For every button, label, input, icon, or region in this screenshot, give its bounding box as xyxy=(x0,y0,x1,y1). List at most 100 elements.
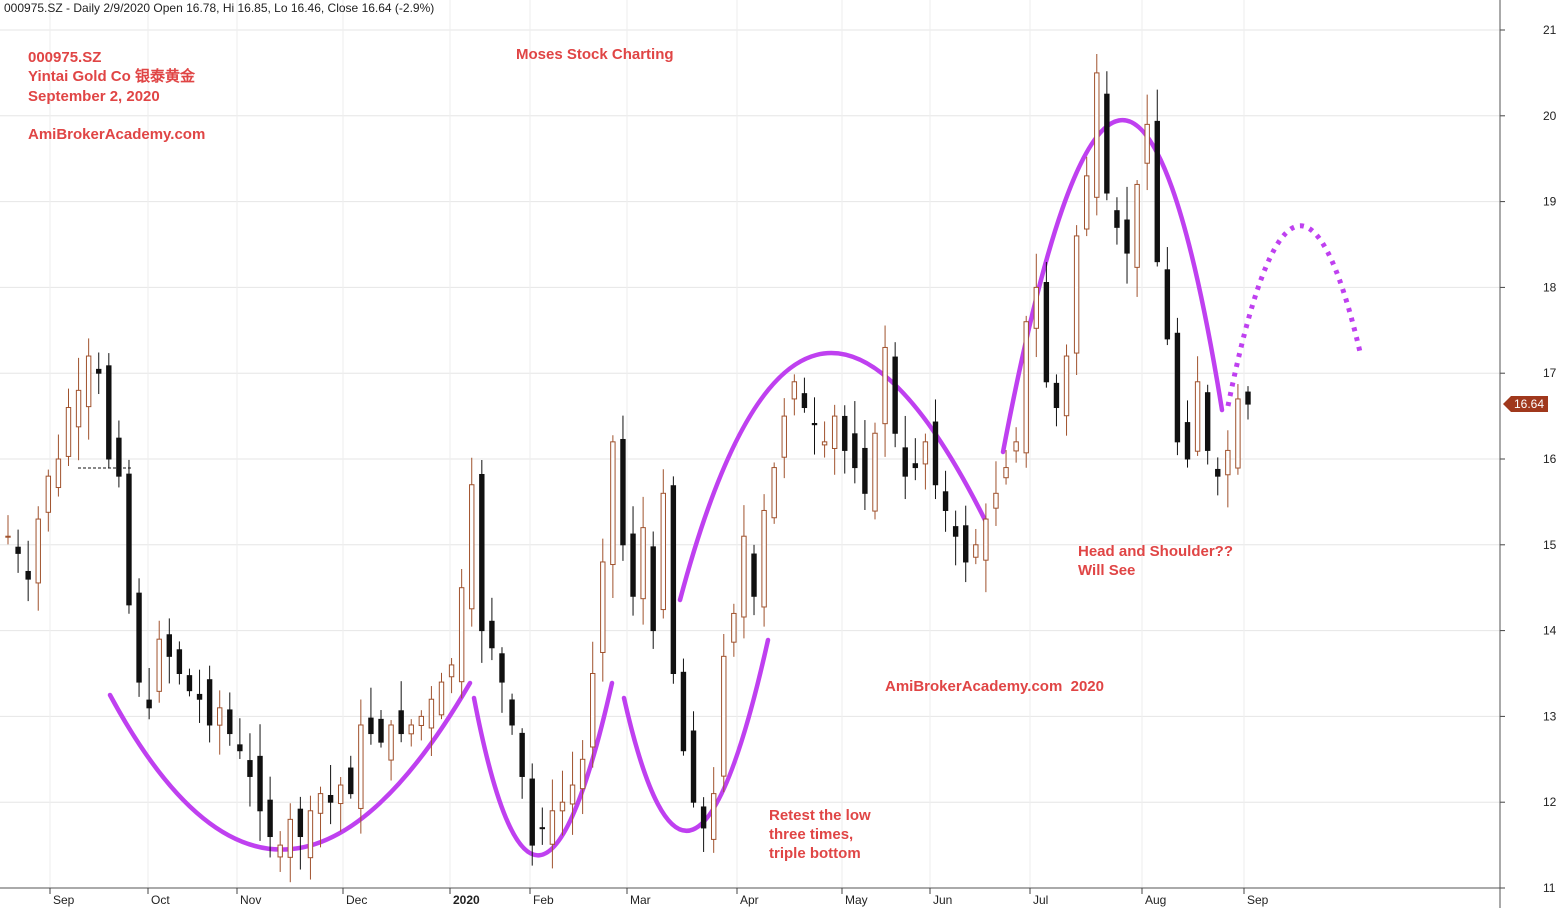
candle xyxy=(257,724,263,841)
candle-body xyxy=(700,806,707,829)
candle-body xyxy=(721,655,727,777)
candle xyxy=(1124,186,1130,284)
candle xyxy=(831,404,838,475)
candle xyxy=(1215,457,1221,496)
date-label: September 2, 2020 xyxy=(28,88,160,105)
candle xyxy=(45,469,52,532)
candle xyxy=(1235,384,1241,475)
candle-body xyxy=(277,844,283,858)
candle-body xyxy=(247,760,253,777)
candle-body xyxy=(1245,391,1251,405)
candle-body xyxy=(1073,235,1080,354)
candle xyxy=(96,352,102,395)
candle xyxy=(237,718,243,759)
pattern-arc xyxy=(621,637,771,833)
candle-body xyxy=(458,587,465,683)
candle xyxy=(912,438,919,481)
candle xyxy=(993,461,999,526)
candle-body xyxy=(912,463,919,469)
candle xyxy=(25,540,31,602)
price-tag-background xyxy=(1503,396,1548,412)
candle-body xyxy=(882,346,888,425)
candle-body xyxy=(922,441,929,465)
candle xyxy=(610,435,616,599)
head-shoulder-line-1: Head and Shoulder?? xyxy=(1078,543,1234,560)
x-tick-label: Jun xyxy=(933,893,952,907)
candle-body xyxy=(892,356,898,434)
candle-body xyxy=(65,407,72,457)
candle xyxy=(307,795,314,880)
pattern-arc xyxy=(107,680,473,852)
candle-body xyxy=(519,732,525,777)
watermark-label: AmiBrokerAcademy.com 2020 xyxy=(885,678,1104,695)
candle-body xyxy=(831,415,838,449)
candle xyxy=(620,415,626,561)
candle-body xyxy=(741,535,747,618)
x-tick-label: Jul xyxy=(1033,893,1048,907)
y-tick-label: 12 xyxy=(1543,795,1557,809)
candle xyxy=(1104,71,1110,201)
candle xyxy=(156,620,162,703)
candle xyxy=(176,641,183,685)
candle-body xyxy=(297,808,304,838)
candle xyxy=(670,476,677,684)
candle-body xyxy=(45,475,52,513)
brand-label: Moses Stock Charting xyxy=(516,46,674,63)
candle xyxy=(35,506,41,611)
triple-bottom-line-1: Retest the low xyxy=(769,807,871,824)
candle xyxy=(549,779,556,869)
candle xyxy=(751,544,757,616)
candle xyxy=(65,388,72,466)
candle xyxy=(942,470,949,532)
candle-body xyxy=(368,717,374,735)
candle xyxy=(852,401,858,484)
candle-body xyxy=(932,421,939,486)
candle xyxy=(418,710,425,741)
candle-body xyxy=(771,467,777,519)
candle xyxy=(166,618,173,684)
candle xyxy=(872,422,878,520)
candle xyxy=(771,462,777,524)
candle xyxy=(267,776,273,858)
candle xyxy=(1204,384,1211,465)
candle xyxy=(116,420,122,488)
candle-body xyxy=(842,415,848,451)
triple-bottom-line-2: three times, xyxy=(769,826,854,843)
candle-body xyxy=(287,818,293,858)
candle xyxy=(1114,197,1120,245)
candle xyxy=(1194,356,1201,456)
candle xyxy=(317,786,324,848)
candle-body xyxy=(1083,175,1090,230)
candle-body xyxy=(479,473,485,632)
candle xyxy=(882,325,888,457)
ticker-label: 000975.SZ xyxy=(28,49,102,66)
candle-body xyxy=(579,758,586,790)
candle-body xyxy=(136,592,142,683)
candle-body xyxy=(327,794,334,803)
pattern-arcs xyxy=(107,117,1363,858)
candle xyxy=(761,494,767,627)
candle-body xyxy=(761,509,767,608)
candle-body xyxy=(640,527,646,600)
candle-body xyxy=(55,458,62,489)
candle-body xyxy=(559,801,566,812)
candle-body xyxy=(1043,281,1050,383)
candle-body xyxy=(15,546,21,554)
candle-body xyxy=(942,491,949,511)
candle-body xyxy=(1134,183,1140,268)
candle-body xyxy=(418,715,425,726)
candle xyxy=(1144,94,1150,191)
y-tick-label: 17 xyxy=(1543,366,1557,380)
candle xyxy=(217,690,223,755)
x-tick-label: Dec xyxy=(346,893,367,907)
candle xyxy=(892,342,898,448)
candle xyxy=(378,710,384,748)
candle xyxy=(368,687,374,745)
candle-body xyxy=(1063,355,1070,417)
candle xyxy=(438,672,445,720)
candle-body xyxy=(872,432,878,512)
y-tick-label: 11 xyxy=(1543,881,1556,895)
candle xyxy=(922,433,929,490)
candle-body xyxy=(963,525,969,563)
